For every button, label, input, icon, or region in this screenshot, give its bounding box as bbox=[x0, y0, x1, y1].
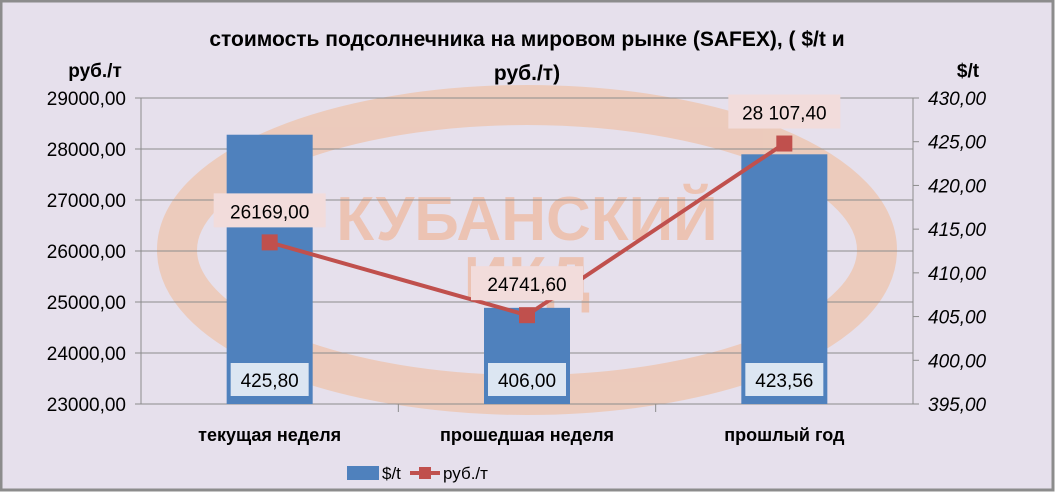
x-tick-label: прошедшая неделя bbox=[440, 425, 614, 445]
x-tick-label: прошлый год bbox=[724, 425, 845, 445]
legend-bar-label: $/t bbox=[382, 464, 401, 483]
line-data-label: 28 107,40 bbox=[742, 104, 827, 125]
bar-label-box bbox=[745, 363, 824, 396]
bar-label-box bbox=[230, 363, 309, 396]
left-tick-label: 24000,00 bbox=[47, 344, 126, 365]
line-label-box bbox=[213, 193, 326, 228]
line-marker bbox=[776, 135, 793, 152]
line-data-label: 24741,60 bbox=[487, 275, 566, 296]
watermark-text-1: КУБАНСКИЙ bbox=[336, 184, 717, 254]
left-tick-label: 27000,00 bbox=[47, 191, 126, 212]
bar-data-label: 406,00 bbox=[498, 371, 556, 392]
bar-data-label: 423,56 bbox=[755, 371, 813, 392]
left-tick-label: 29000,00 bbox=[47, 89, 126, 110]
x-tick-label: текущая неделя bbox=[198, 425, 341, 445]
legend: $/t руб./т bbox=[347, 464, 488, 483]
right-tick-label: 405,00 bbox=[928, 308, 987, 329]
left-tick-label: 25000,00 bbox=[47, 293, 126, 314]
left-axis-label: руб./т bbox=[68, 61, 122, 82]
chart-title-line-1: стоимость подсолнечника на мировом рынке… bbox=[209, 28, 844, 51]
right-tick-label: 410,00 bbox=[928, 264, 987, 285]
right-tick-label: 400,00 bbox=[928, 351, 987, 372]
bar bbox=[741, 154, 828, 404]
legend-line-label: руб./т bbox=[443, 464, 488, 483]
right-tick-label: 395,00 bbox=[928, 395, 987, 416]
line-label-box bbox=[471, 266, 583, 301]
right-tick-label: 415,00 bbox=[928, 220, 987, 241]
right-axis-label: $/t bbox=[957, 61, 980, 82]
left-tick-label: 23000,00 bbox=[47, 395, 126, 416]
bar-data-label: 425,80 bbox=[241, 371, 299, 392]
right-tick-label: 420,00 bbox=[928, 176, 987, 197]
right-tick-label: 430,00 bbox=[928, 89, 987, 110]
line-data-label: 26169,00 bbox=[230, 202, 309, 223]
bar bbox=[226, 134, 313, 404]
left-tick-label: 28000,00 bbox=[47, 140, 126, 161]
line-marker bbox=[519, 307, 535, 324]
right-tick-label: 425,00 bbox=[928, 133, 987, 154]
line-label-box bbox=[728, 94, 841, 129]
bar-label-box bbox=[488, 363, 566, 396]
left-tick-label: 26000,00 bbox=[47, 242, 126, 263]
legend-bar-swatch bbox=[347, 466, 379, 480]
legend-line-marker bbox=[419, 467, 431, 479]
chart-title-line-2: руб./т) bbox=[494, 62, 560, 85]
line-marker bbox=[261, 234, 278, 251]
